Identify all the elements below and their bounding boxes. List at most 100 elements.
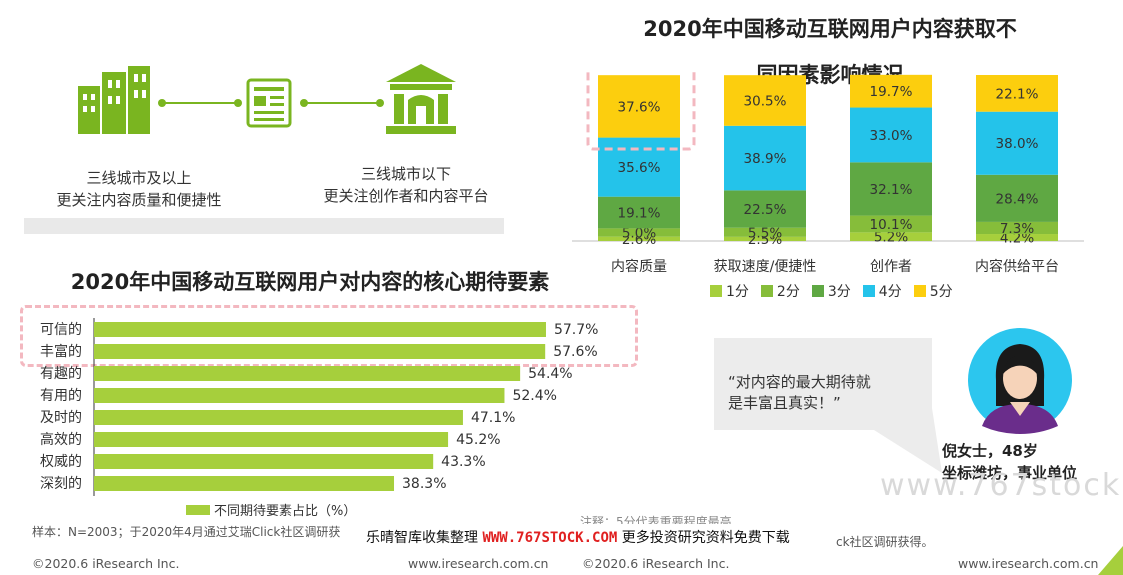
- bar-value-label: 54.4%: [528, 366, 572, 382]
- sample-note-left: 样本：N=2003；于2020年4月通过艾瑞Click社区调研获: [32, 525, 341, 539]
- tier-low-caption: 三线城市以下 更关注创作者和内容平台: [296, 163, 516, 207]
- sample-note-right-tail: ck社区调研获得。: [836, 535, 934, 549]
- horizontal-bar: [94, 366, 521, 381]
- tier-high-caption-line-1: 三线城市及以上: [86, 169, 192, 187]
- speech-bubble: [714, 338, 942, 473]
- woman-avatar-icon: [968, 328, 1072, 434]
- tier-low-caption-line-2: 更关注创作者和内容平台: [323, 187, 489, 205]
- segment-value-label: 30.5%: [744, 93, 787, 109]
- stacked-bar-segment: [850, 162, 932, 216]
- stacked-bar-segment: [976, 75, 1058, 112]
- segment-value-label: 4.2%: [1000, 231, 1034, 247]
- footer-url-right[interactable]: www.iresearch.com.cn: [958, 556, 1099, 571]
- quote-line-1: “对内容的最大期待就: [728, 373, 871, 391]
- person-line-1: 倪女士，48岁: [942, 442, 1038, 460]
- segment-value-label: 38.0%: [996, 136, 1039, 152]
- segment-value-label: 38.9%: [744, 151, 787, 167]
- stacked-bar-segment: [976, 174, 1058, 222]
- horizontal-bar: [94, 344, 546, 359]
- stacked-bar-segment: [724, 125, 806, 191]
- bar-category-label: 及时的: [40, 410, 82, 426]
- promo-text-1: 乐晴智库收集整理: [366, 530, 478, 546]
- legend-label: 3分: [827, 284, 851, 300]
- stacked-bar-segment: [850, 74, 932, 108]
- expectation-bar-chart: 可信的 57.7% 丰富的 57.6% 有趣的 54.4% 有用的 52.4% 及时的 47.1%…: [40, 318, 598, 496]
- bar-category-label: 深刻的: [40, 476, 82, 492]
- horizontal-bar: [94, 432, 449, 447]
- expectation-chart-title: 2020年中国移动互联网用户对内容的核心期待要素: [70, 270, 550, 294]
- legend-label: 2分: [776, 284, 800, 300]
- legend-swatch: [811, 285, 824, 297]
- segment-value-label: 22.5%: [744, 202, 787, 218]
- factor-chart-title-line-1: 2020年中国移动互联网用户内容获取不: [643, 17, 1017, 41]
- segment-value-label: 33.0%: [870, 128, 913, 144]
- bar-value-label: 38.3%: [402, 476, 446, 492]
- legend-item: 4分: [862, 281, 902, 301]
- horizontal-bar: [94, 388, 505, 403]
- legend-swatch: [913, 285, 926, 297]
- horizontal-bar: [94, 476, 395, 491]
- stacked-bar-segment: [850, 232, 932, 241]
- legend-swatch: [760, 285, 773, 297]
- bar-value-label: 43.3%: [441, 454, 485, 470]
- bank-building-icon: [386, 64, 456, 134]
- flow-connector-line: [307, 102, 379, 104]
- segment-value-label: 10.1%: [870, 217, 913, 233]
- stacked-bar-segment: [598, 228, 680, 237]
- stacked-bar-segment: [598, 137, 680, 197]
- stacked-bar-segment: [850, 107, 932, 163]
- flow-connector-dot: [300, 99, 308, 107]
- stacked-bar-segment: [724, 236, 806, 241]
- flow-connector-dot: [376, 99, 384, 107]
- flow-connector-dot: [234, 99, 242, 107]
- flow-connector-line: [165, 102, 237, 104]
- promo-site-link[interactable]: WWW.767STOCK.COM: [482, 530, 618, 546]
- footer-url-left[interactable]: www.iresearch.com.cn: [408, 556, 549, 571]
- segment-value-label: 32.1%: [870, 182, 913, 198]
- legend-item: 1分: [710, 281, 749, 301]
- person-line-2: 坐标潍坊，事业单位: [942, 464, 1078, 482]
- footer-copyright-left: ©2020.6 iResearch Inc.: [32, 556, 180, 571]
- promo-text-2: 更多投资研究资料免费下载: [621, 530, 790, 546]
- legend-label: 不同期待要素占比（%）: [214, 504, 357, 519]
- bar-category-label: 可信的: [40, 322, 82, 338]
- city-buildings-icon: [78, 66, 150, 134]
- bar-value-label: 47.1%: [471, 410, 515, 426]
- segment-value-label: 22.1%: [996, 86, 1039, 102]
- legend-swatch: [710, 285, 722, 297]
- legend-item: 2分: [760, 281, 800, 301]
- category-label: 内容供给平台: [975, 258, 1059, 275]
- quote-line-2: 是丰富且真实！”: [728, 394, 841, 412]
- bar-category-label: 高效的: [40, 431, 82, 448]
- legend-item: 3分: [811, 281, 851, 301]
- flow-panel-divider: [24, 218, 504, 234]
- stacked-bar-segment: [976, 221, 1058, 235]
- bar-value-label: 57.6%: [553, 344, 597, 360]
- bar-value-label: 45.2%: [456, 432, 500, 448]
- legend-label: 5分: [929, 284, 953, 300]
- quote-text: “对内容的最大期待就 是丰富且真实！”: [728, 372, 928, 414]
- watermark-text: www.767stock.co: [880, 468, 1123, 503]
- bar-category-label: 有趣的: [40, 366, 82, 382]
- person-caption: 倪女士，48岁 坐标潍坊，事业单位: [942, 440, 1077, 484]
- tier-high-caption-line-2: 更关注内容质量和便捷性: [56, 191, 222, 209]
- legend-item: 5分: [913, 281, 953, 301]
- segment-value-label: 5.0%: [622, 226, 656, 242]
- category-label: 内容质量: [611, 258, 667, 275]
- stacked-bar-segment: [724, 190, 806, 228]
- document-icon: [246, 78, 292, 128]
- stacked-bar-segment: [598, 75, 680, 138]
- legend-label: 4分: [878, 284, 902, 300]
- legend-label: 1分: [726, 284, 749, 300]
- highlight-box-top-two: [20, 305, 638, 367]
- promo-banner: 乐晴智库收集整理 WWW.767STOCK.COM 更多投资研究资料免费下载: [356, 524, 800, 550]
- bar-value-label: 52.4%: [512, 388, 556, 404]
- bar-category-label: 丰富的: [40, 343, 82, 360]
- corner-accent: [1098, 546, 1123, 575]
- stacked-bar-segment: [724, 227, 806, 237]
- factor-stacked-bar-chart: 2.6%5.0%19.1%35.6%37.6%内容质量2.5%5.5%22.5%…: [572, 70, 1084, 275]
- stacked-bar-segment: [850, 215, 932, 233]
- segment-value-label: 5.2%: [874, 230, 908, 246]
- tier-low-caption-line-1: 三线城市以下: [360, 165, 451, 183]
- segment-value-label: 5.5%: [748, 225, 782, 241]
